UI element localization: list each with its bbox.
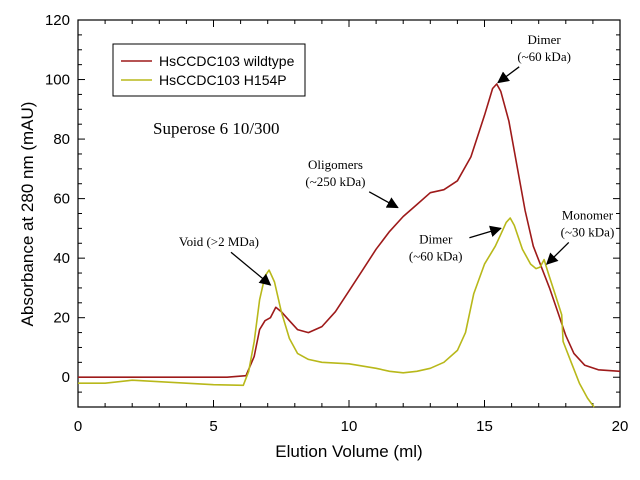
annotation-wt-dimer-line-1: Dimer xyxy=(528,32,562,47)
annotation-mut-dimer: Dimer (~60 kDa) xyxy=(409,225,502,263)
y-tick-label: 60 xyxy=(53,191,70,208)
x-tick-label: 15 xyxy=(476,418,493,435)
annotation-monomer: Monomer (~30 kDa) xyxy=(545,207,615,265)
annotation-mut-dimer-line-2: (~60 kDa) xyxy=(409,248,463,263)
annotation-oligomers-arrow xyxy=(368,191,399,209)
x-tick-label: 20 xyxy=(612,418,629,435)
annotation-wt-dimer-line-2: (~60 kDa) xyxy=(517,49,571,64)
annotation-void: Void (>2 MDa) xyxy=(179,234,272,286)
annotation-wt-dimer-arrow xyxy=(497,66,520,84)
y-axis-title: Absorbance at 280 nm (mAU) xyxy=(18,102,37,327)
annotation-monomer-line-1: Monomer xyxy=(562,207,614,222)
y-tick-label: 100 xyxy=(45,72,70,89)
annotation-monomer-arrow xyxy=(545,241,570,265)
series-line-h154p xyxy=(78,217,595,408)
annotation-void-line-1: Void (>2 MDa) xyxy=(179,234,259,249)
series-line-wildtype xyxy=(78,83,621,378)
annotation-wt-dimer: Dimer (~60 kDa) xyxy=(497,32,571,84)
annotation-monomer-line-2: (~30 kDa) xyxy=(561,224,615,239)
plot-area: 0 5 10 15 20 0 20 40 60 80 100 120 Dimer (~60 kDa) Ol… xyxy=(45,12,628,435)
annotation-oligomers-line-2: (~250 kDa) xyxy=(305,174,365,189)
x-tick-label: 10 xyxy=(341,418,358,435)
column-label: Superose 6 10/300 xyxy=(153,119,280,138)
annotation-void-arrow xyxy=(230,251,272,286)
x-tick-label: 0 xyxy=(74,418,82,435)
x-axis-title: Elution Volume (ml) xyxy=(275,442,422,461)
y-tick-label: 80 xyxy=(53,131,70,148)
y-tick-label: 40 xyxy=(53,250,70,267)
annotation-oligomers: Oligomers (~250 kDa) xyxy=(305,157,399,209)
annotations: Dimer (~60 kDa) Oligomers (~250 kDa) Void (>… xyxy=(179,32,615,286)
y-tick-label: 0 xyxy=(62,369,70,386)
series-layer xyxy=(78,83,621,408)
legend-label-wildtype: HsCCDC103 wildtype xyxy=(159,53,295,69)
annotation-mut-dimer-arrow xyxy=(469,225,502,239)
legend: HsCCDC103 wildtype HsCCDC103 H154P xyxy=(112,43,306,97)
legend-label-h154p: HsCCDC103 H154P xyxy=(159,72,287,88)
y-tick-label: 20 xyxy=(53,310,70,327)
annotation-mut-dimer-line-1: Dimer xyxy=(419,231,453,246)
y-tick-label: 120 xyxy=(45,12,70,29)
annotation-oligomers-line-1: Oligomers xyxy=(308,157,363,172)
legend-box xyxy=(112,43,306,97)
x-tick-label: 5 xyxy=(209,418,217,435)
axis-ticks: 0 5 10 15 20 0 20 40 60 80 100 120 xyxy=(45,12,628,435)
